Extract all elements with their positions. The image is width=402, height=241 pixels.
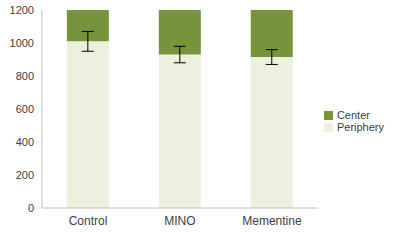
svg-text:Control: Control: [69, 214, 108, 228]
html-text:Periphery: Periphery: [336, 120, 384, 133]
svg-text:600: 600: [16, 103, 34, 115]
svg-text:400: 400: [16, 136, 34, 148]
svg-text:1000: 1000: [10, 37, 34, 49]
svg-text:Mementine: Mementine: [242, 214, 302, 228]
svg-text:MINO: MINO: [164, 214, 195, 228]
svg-text:800: 800: [16, 70, 34, 82]
svg-text:0: 0: [28, 202, 34, 214]
svg-text:1200: 1200: [10, 4, 34, 16]
html-text:Center: Center: [336, 108, 370, 121]
svg-text:200: 200: [16, 169, 34, 181]
